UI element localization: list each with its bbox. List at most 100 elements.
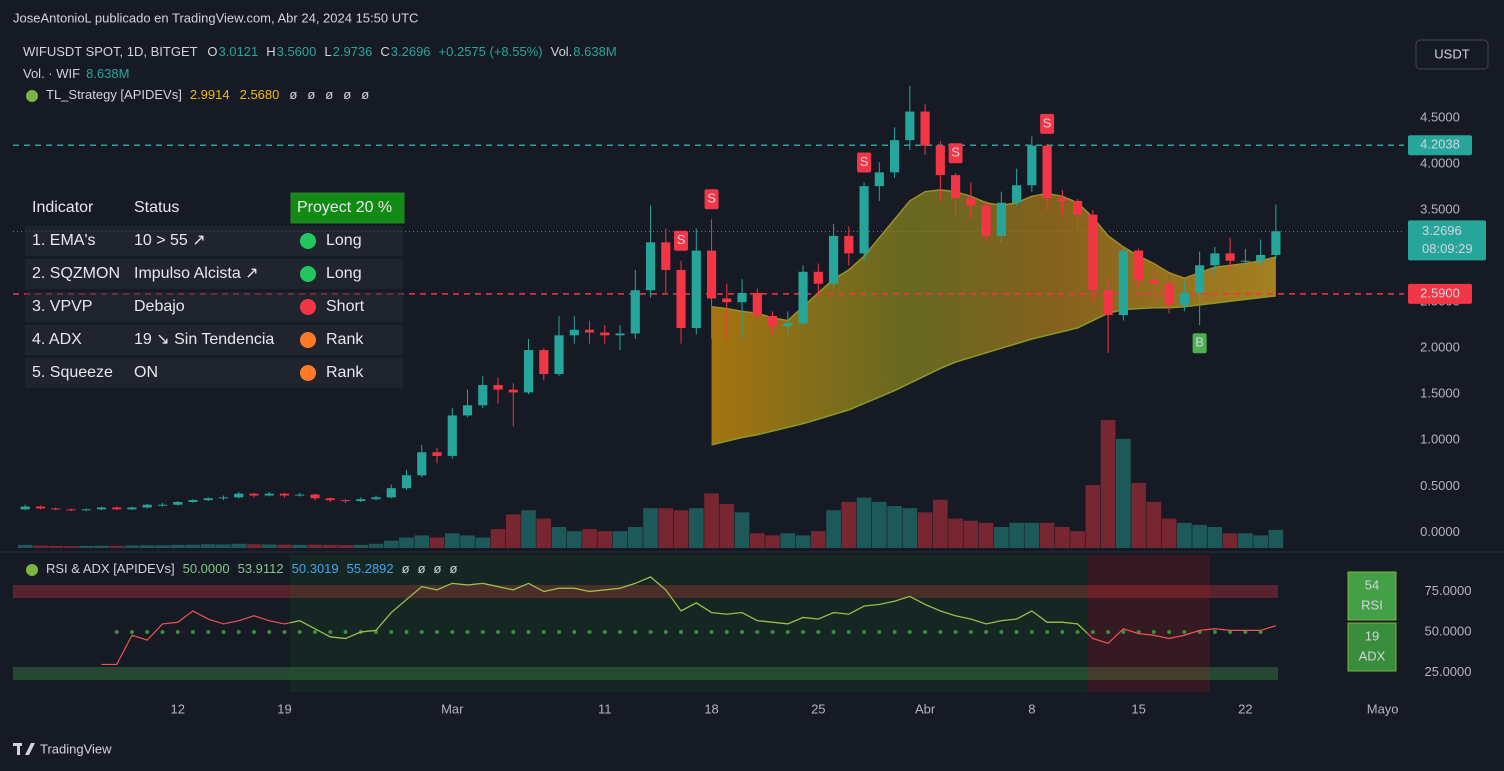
table-cell: Rank — [326, 331, 364, 348]
table-header: Proyect 20 % — [297, 199, 392, 216]
volume-bar — [124, 545, 140, 548]
volume-bar — [673, 510, 689, 548]
candle-body — [127, 507, 137, 510]
signal-label: S — [707, 191, 716, 206]
current-price-label: 3.2696 — [1422, 223, 1462, 238]
candle-body — [157, 504, 168, 506]
table-cell: ON — [134, 364, 158, 381]
rsi-legend: RSI & ADX [APIDEVs] 50.0000 53.9112 50.3019… — [46, 561, 458, 576]
ema-slow-line — [711, 295, 1276, 446]
candle-body — [66, 509, 76, 511]
indicator-badge — [1347, 622, 1397, 672]
volume-bar — [536, 518, 552, 548]
volume-bar — [414, 535, 430, 548]
signal-label: S — [860, 154, 869, 169]
logo-part — [25, 743, 35, 755]
table-cell: Rank — [326, 364, 364, 381]
signal-badge — [704, 189, 719, 210]
candle-body — [1027, 145, 1037, 186]
ema-band — [711, 189, 1276, 445]
volume-bar — [658, 508, 674, 548]
y-tick-label: 1.0000 — [1420, 432, 1460, 447]
volume-bar — [1131, 482, 1146, 548]
table-row — [25, 325, 403, 355]
currency-button-label[interactable]: USDT — [1434, 46, 1469, 61]
table-cell: Debajo — [134, 298, 185, 315]
x-tick-label: 25 — [811, 701, 825, 716]
candle-body — [310, 494, 320, 499]
x-tick-label: 11 — [598, 701, 612, 716]
candle-body — [478, 385, 488, 406]
table-cell: Impulso Alcista ↗ — [134, 265, 259, 282]
candle-body — [828, 235, 839, 284]
rsi-trend-zone — [1087, 555, 1210, 692]
volume-bar — [872, 501, 887, 548]
volume-bar — [1268, 529, 1284, 548]
y-tick-label: 0.0000 — [1420, 524, 1460, 539]
volume-bar — [1055, 527, 1070, 548]
x-tick-label: Abr — [915, 701, 936, 716]
indicator-badge — [1347, 571, 1397, 621]
candle-body — [386, 488, 396, 498]
rsi-legend-value: 50.0000 — [183, 561, 230, 576]
candle-body — [51, 508, 61, 510]
candle-body — [1103, 290, 1113, 316]
price-badge-label: 2.5900 — [1420, 285, 1460, 300]
x-tick-label: 19 — [277, 701, 291, 716]
volume-bar — [551, 527, 567, 548]
candle-body — [661, 242, 671, 270]
rsi-legend-value: ø — [450, 561, 458, 576]
rsi-line-highlight — [290, 576, 1087, 640]
volume-bar — [643, 508, 658, 548]
status-dot — [300, 266, 316, 282]
volume-bar — [566, 531, 582, 548]
rsi-legend-value: 50.3019 — [292, 561, 339, 576]
volume-bar — [612, 531, 628, 548]
legend-item: +0.2575 (+8.55%) — [439, 44, 543, 59]
rsi-legend-value: ø — [434, 561, 442, 576]
candle-body — [462, 405, 473, 416]
candle-body — [706, 250, 717, 299]
strategy-icon — [26, 90, 38, 102]
volume-bar — [1207, 527, 1223, 548]
table-header: Status — [134, 199, 179, 216]
legend-item: O — [207, 44, 217, 59]
volume-bar — [1192, 524, 1207, 548]
legend-item: C — [380, 44, 389, 59]
candle-body — [35, 506, 46, 509]
signal-label: B — [1195, 335, 1204, 350]
candle-body — [996, 202, 1006, 236]
x-tick-label: 12 — [170, 701, 184, 716]
legend-item: WIFUSDT SPOT, 1D, BITGET — [23, 44, 198, 59]
y-tick-label: 1.5000 — [1420, 386, 1460, 401]
signal-badge — [1192, 333, 1207, 354]
table-cell: Short — [326, 298, 365, 315]
candle-body — [905, 111, 915, 141]
volume-bar — [948, 518, 963, 548]
volume-bar — [1009, 522, 1024, 548]
volume-bar — [1085, 485, 1101, 548]
y-tick-label: 25.0000 — [1425, 664, 1472, 679]
candle-body — [493, 385, 503, 390]
rsi-upper-band — [13, 585, 1278, 598]
candle-body — [249, 493, 259, 496]
y-tick-label: 3.5000 — [1420, 202, 1460, 217]
volume-bar — [795, 535, 811, 548]
candle-body — [295, 494, 305, 496]
table-cell: Long — [326, 265, 362, 282]
candle-body — [966, 198, 976, 206]
legend-item: L — [324, 44, 331, 59]
candle-body — [1195, 265, 1205, 293]
volume-bar — [475, 537, 491, 548]
candle-body — [279, 493, 290, 496]
volume-bar — [216, 544, 231, 548]
volume-bar — [490, 529, 506, 548]
currency-button[interactable] — [1415, 39, 1489, 70]
volume-bar — [841, 501, 857, 548]
candle-body — [417, 452, 427, 476]
price-badge — [1408, 283, 1472, 304]
x-tick-label: 18 — [704, 701, 718, 716]
volume-bar — [109, 545, 125, 548]
volume-bar — [963, 520, 979, 548]
candle-body — [539, 350, 549, 374]
